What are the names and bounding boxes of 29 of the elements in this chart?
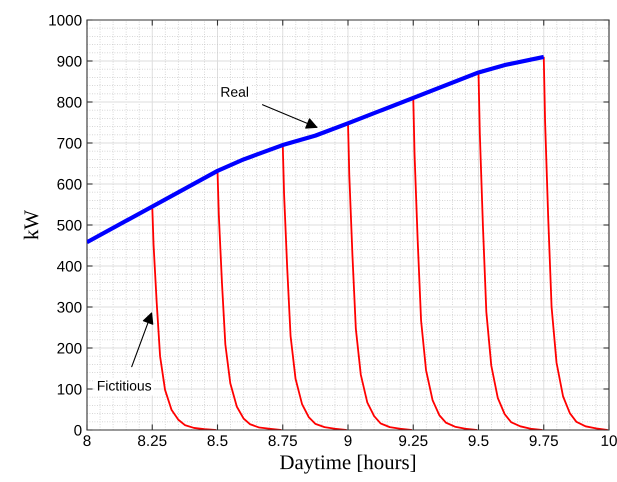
y-tick-label: 100 bbox=[58, 384, 82, 395]
line-series bbox=[542, 56, 609, 430]
line-series bbox=[87, 54, 546, 244]
x-tick-label: 9.25 bbox=[399, 435, 428, 446]
annotation: Real bbox=[222, 86, 248, 97]
y-tick-label: 400 bbox=[57, 260, 82, 272]
y-tick-label: 500 bbox=[57, 220, 82, 231]
x-tick-label: 9 bbox=[344, 435, 352, 446]
x-tick-label: 8.5 bbox=[208, 435, 228, 446]
x-axis-title: Daytime [hours] bbox=[280, 454, 416, 474]
x-tick-label: 10 bbox=[602, 435, 617, 446]
y-tick-label: 200 bbox=[57, 342, 82, 354]
x-tick-label: 9.75 bbox=[530, 435, 558, 446]
x-tick-label: 9.5 bbox=[468, 435, 488, 446]
y-tick-label: 0 bbox=[74, 424, 82, 436]
y-tick-label: 1000 bbox=[49, 14, 82, 26]
line-series bbox=[478, 72, 544, 430]
y-tick-label: 700 bbox=[57, 138, 82, 149]
x-tick-label: 8.25 bbox=[138, 435, 166, 446]
line-series bbox=[282, 144, 348, 430]
y-tick-label: 600 bbox=[57, 178, 82, 190]
line-series bbox=[151, 206, 218, 430]
x-tick-label: 8 bbox=[83, 435, 91, 446]
y-tick-label: 800 bbox=[57, 96, 82, 108]
y-tick-label: 300 bbox=[57, 302, 82, 313]
y-tick-label: 900 bbox=[57, 56, 82, 67]
y-axis-title: kW bbox=[24, 210, 38, 240]
x-tick-label: 8.75 bbox=[268, 435, 297, 446]
annotation: Fictitious bbox=[98, 380, 152, 391]
